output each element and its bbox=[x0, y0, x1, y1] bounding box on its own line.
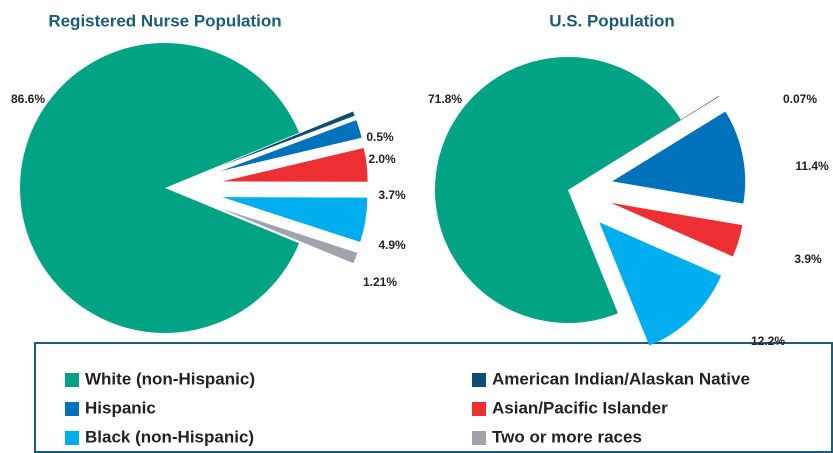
value-label: 1.21% bbox=[363, 275, 397, 289]
pie-slice bbox=[220, 120, 362, 172]
value-label: 12.2% bbox=[751, 334, 785, 348]
pie-slice bbox=[222, 147, 368, 182]
pie-slice bbox=[611, 202, 743, 257]
pie-slice bbox=[20, 43, 300, 333]
value-label: 3.9% bbox=[794, 252, 822, 266]
legend-swatch bbox=[472, 402, 486, 416]
pie-slice bbox=[435, 57, 681, 324]
pie-slice bbox=[222, 197, 368, 242]
pie-slice bbox=[599, 222, 722, 346]
legend-label: American Indian/Alaskan Native bbox=[492, 369, 750, 388]
value-label: 71.8% bbox=[428, 92, 462, 106]
legend-swatch bbox=[65, 402, 79, 416]
legend-label: White (non-Hispanic) bbox=[85, 369, 255, 388]
legend-label: Hispanic bbox=[85, 398, 156, 417]
chart-title: U.S. Population bbox=[549, 11, 675, 30]
value-label: 86.6% bbox=[11, 92, 45, 106]
pie-slice bbox=[606, 95, 720, 167]
value-label: 4.9% bbox=[378, 238, 406, 252]
legend-swatch bbox=[472, 373, 486, 387]
legend-label: Black (non-Hispanic) bbox=[85, 427, 254, 446]
chart-title: Registered Nurse Population bbox=[48, 11, 281, 30]
pie-slice bbox=[612, 111, 746, 204]
legend-swatch bbox=[65, 431, 79, 445]
value-label: 3.7% bbox=[378, 188, 406, 202]
value-label: 0.07% bbox=[783, 92, 817, 106]
value-label: 0.5% bbox=[366, 130, 394, 144]
pie-slice bbox=[219, 208, 358, 264]
legend-label: Asian/Pacific Islander bbox=[492, 398, 668, 417]
pie-slice bbox=[218, 111, 355, 167]
legend-swatch bbox=[65, 373, 79, 387]
value-label: 11.4% bbox=[795, 159, 829, 173]
legend-swatch bbox=[472, 431, 486, 445]
legend-box bbox=[34, 342, 833, 453]
value-label: 2.0% bbox=[368, 152, 396, 166]
legend-label: Two or more races bbox=[492, 427, 642, 446]
